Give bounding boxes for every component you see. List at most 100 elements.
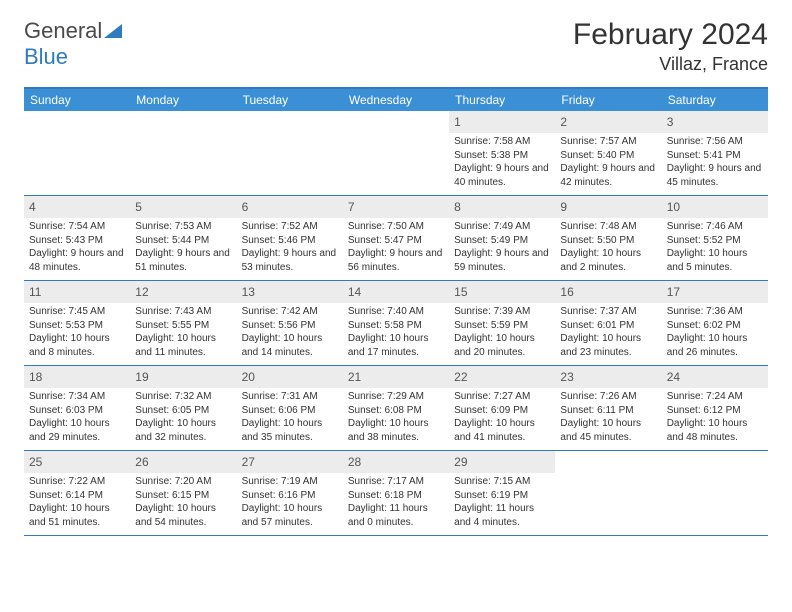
daylight: Daylight: 9 hours and 40 minutes. xyxy=(454,162,550,189)
day-cell: 9Sunrise: 7:48 AMSunset: 5:50 PMDaylight… xyxy=(555,196,661,280)
day-number: 12 xyxy=(135,285,148,299)
daylight: Daylight: 9 hours and 45 minutes. xyxy=(667,162,763,189)
week-row: 1Sunrise: 7:58 AMSunset: 5:38 PMDaylight… xyxy=(24,111,768,196)
daylight: Daylight: 9 hours and 51 minutes. xyxy=(135,247,231,274)
day-info: Sunrise: 7:49 AMSunset: 5:49 PMDaylight:… xyxy=(454,220,550,274)
sunrise: Sunrise: 7:15 AM xyxy=(454,475,550,489)
location: Villaz, France xyxy=(573,54,768,75)
daylight: Daylight: 10 hours and 8 minutes. xyxy=(29,332,125,359)
week-row: 18 Sunrise: 7:34 AMSunset: 6:03 PMDayligh… xyxy=(24,366,768,451)
logo-triangle-icon xyxy=(104,18,122,44)
day-info: Sunrise: 7:36 AMSunset: 6:02 PMDaylight:… xyxy=(667,305,763,359)
day-number-row: 24 xyxy=(662,366,768,388)
sunrise: Sunrise: 7:17 AM xyxy=(348,475,444,489)
sunrise: Sunrise: 7:27 AM xyxy=(454,390,550,404)
day-info: Sunrise: 7:34 AMSunset: 6:03 PMDaylight:… xyxy=(29,390,125,444)
week-row: 25Sunrise: 7:22 AMSunset: 6:14 PMDayligh… xyxy=(24,451,768,536)
day-number-row: 18 xyxy=(24,366,130,388)
day-number: 2 xyxy=(560,115,567,129)
daylight: Daylight: 9 hours and 48 minutes. xyxy=(29,247,125,274)
daylight: Daylight: 9 hours and 56 minutes. xyxy=(348,247,444,274)
sunset: Sunset: 5:40 PM xyxy=(560,149,656,163)
day-number-row: 23 xyxy=(555,366,661,388)
sunrise: Sunrise: 7:31 AM xyxy=(242,390,338,404)
daylight: Daylight: 9 hours and 59 minutes. xyxy=(454,247,550,274)
day-cell: 23Sunrise: 7:26 AMSunset: 6:11 PMDayligh… xyxy=(555,366,661,450)
sunset: Sunset: 6:14 PM xyxy=(29,489,125,503)
sunset: Sunset: 5:56 PM xyxy=(242,319,338,333)
day-number-row: 26 xyxy=(130,451,236,473)
daylight: Daylight: 10 hours and 48 minutes. xyxy=(667,417,763,444)
day-info: Sunrise: 7:39 AMSunset: 5:59 PMDaylight:… xyxy=(454,305,550,359)
logo-part2: Blue xyxy=(24,44,68,69)
sunrise: Sunrise: 7:57 AM xyxy=(560,135,656,149)
sunset: Sunset: 6:19 PM xyxy=(454,489,550,503)
day-number: 8 xyxy=(454,200,461,214)
month-title: February 2024 xyxy=(573,18,768,52)
day-info: Sunrise: 7:42 AMSunset: 5:56 PMDaylight:… xyxy=(242,305,338,359)
weekday-header: Thursday xyxy=(449,89,555,111)
sunset: Sunset: 6:02 PM xyxy=(667,319,763,333)
weekday-header: Wednesday xyxy=(343,89,449,111)
day-number-row: 20 xyxy=(237,366,343,388)
sunrise: Sunrise: 7:46 AM xyxy=(667,220,763,234)
sunset: Sunset: 6:06 PM xyxy=(242,404,338,418)
day-number-row: 2 xyxy=(555,111,661,133)
day-number: 28 xyxy=(348,455,361,469)
sunset: Sunset: 6:18 PM xyxy=(348,489,444,503)
day-cell: 3 Sunrise: 7:56 AMSunset: 5:41 PMDaylight… xyxy=(662,111,768,195)
day-cell: 6Sunrise: 7:52 AMSunset: 5:46 PMDaylight… xyxy=(237,196,343,280)
sunrise: Sunrise: 7:26 AM xyxy=(560,390,656,404)
daylight: Daylight: 9 hours and 53 minutes. xyxy=(242,247,338,274)
sunrise: Sunrise: 7:36 AM xyxy=(667,305,763,319)
daylight: Daylight: 10 hours and 17 minutes. xyxy=(348,332,444,359)
sunset: Sunset: 5:44 PM xyxy=(135,234,231,248)
sunrise: Sunrise: 7:53 AM xyxy=(135,220,231,234)
day-number-row: 6 xyxy=(237,196,343,218)
day-cell: 4Sunrise: 7:54 AMSunset: 5:43 PMDaylight… xyxy=(24,196,130,280)
daylight: Daylight: 10 hours and 35 minutes. xyxy=(242,417,338,444)
day-number: 19 xyxy=(135,370,148,384)
day-number: 3 xyxy=(667,115,674,129)
day-number-row: 27 xyxy=(237,451,343,473)
sunrise: Sunrise: 7:49 AM xyxy=(454,220,550,234)
day-info: Sunrise: 7:29 AMSunset: 6:08 PMDaylight:… xyxy=(348,390,444,444)
daylight: Daylight: 10 hours and 26 minutes. xyxy=(667,332,763,359)
day-number: 16 xyxy=(560,285,573,299)
day-number: 15 xyxy=(454,285,467,299)
header: General Blue February 2024 Villaz, Franc… xyxy=(24,18,768,75)
day-cell: 10Sunrise: 7:46 AMSunset: 5:52 PMDayligh… xyxy=(662,196,768,280)
day-info: Sunrise: 7:24 AMSunset: 6:12 PMDaylight:… xyxy=(667,390,763,444)
day-cell: 15 Sunrise: 7:39 AMSunset: 5:59 PMDayligh… xyxy=(449,281,555,365)
day-number-row: 22 xyxy=(449,366,555,388)
day-number-row: 5 xyxy=(130,196,236,218)
day-info: Sunrise: 7:58 AMSunset: 5:38 PMDaylight:… xyxy=(454,135,550,189)
sunrise: Sunrise: 7:37 AM xyxy=(560,305,656,319)
daylight: Daylight: 10 hours and 11 minutes. xyxy=(135,332,231,359)
day-number: 27 xyxy=(242,455,255,469)
day-info: Sunrise: 7:32 AMSunset: 6:05 PMDaylight:… xyxy=(135,390,231,444)
sunset: Sunset: 6:11 PM xyxy=(560,404,656,418)
logo: General Blue xyxy=(24,18,122,70)
day-info: Sunrise: 7:53 AMSunset: 5:44 PMDaylight:… xyxy=(135,220,231,274)
sunset: Sunset: 5:38 PM xyxy=(454,149,550,163)
day-number: 4 xyxy=(29,200,36,214)
logo-text: General Blue xyxy=(24,18,122,70)
daylight: Daylight: 10 hours and 29 minutes. xyxy=(29,417,125,444)
day-number-row: 4 xyxy=(24,196,130,218)
day-number: 18 xyxy=(29,370,42,384)
day-info: Sunrise: 7:37 AMSunset: 6:01 PMDaylight:… xyxy=(560,305,656,359)
day-cell: 22Sunrise: 7:27 AMSunset: 6:09 PMDayligh… xyxy=(449,366,555,450)
sunrise: Sunrise: 7:58 AM xyxy=(454,135,550,149)
day-info: Sunrise: 7:48 AMSunset: 5:50 PMDaylight:… xyxy=(560,220,656,274)
sunset: Sunset: 5:41 PM xyxy=(667,149,763,163)
sunrise: Sunrise: 7:34 AM xyxy=(29,390,125,404)
sunset: Sunset: 5:58 PM xyxy=(348,319,444,333)
day-number: 20 xyxy=(242,370,255,384)
day-info: Sunrise: 7:56 AMSunset: 5:41 PMDaylight:… xyxy=(667,135,763,189)
day-number: 22 xyxy=(454,370,467,384)
day-cell: 14Sunrise: 7:40 AMSunset: 5:58 PMDayligh… xyxy=(343,281,449,365)
sunrise: Sunrise: 7:40 AM xyxy=(348,305,444,319)
day-cell: 24Sunrise: 7:24 AMSunset: 6:12 PMDayligh… xyxy=(662,366,768,450)
day-info: Sunrise: 7:31 AMSunset: 6:06 PMDaylight:… xyxy=(242,390,338,444)
